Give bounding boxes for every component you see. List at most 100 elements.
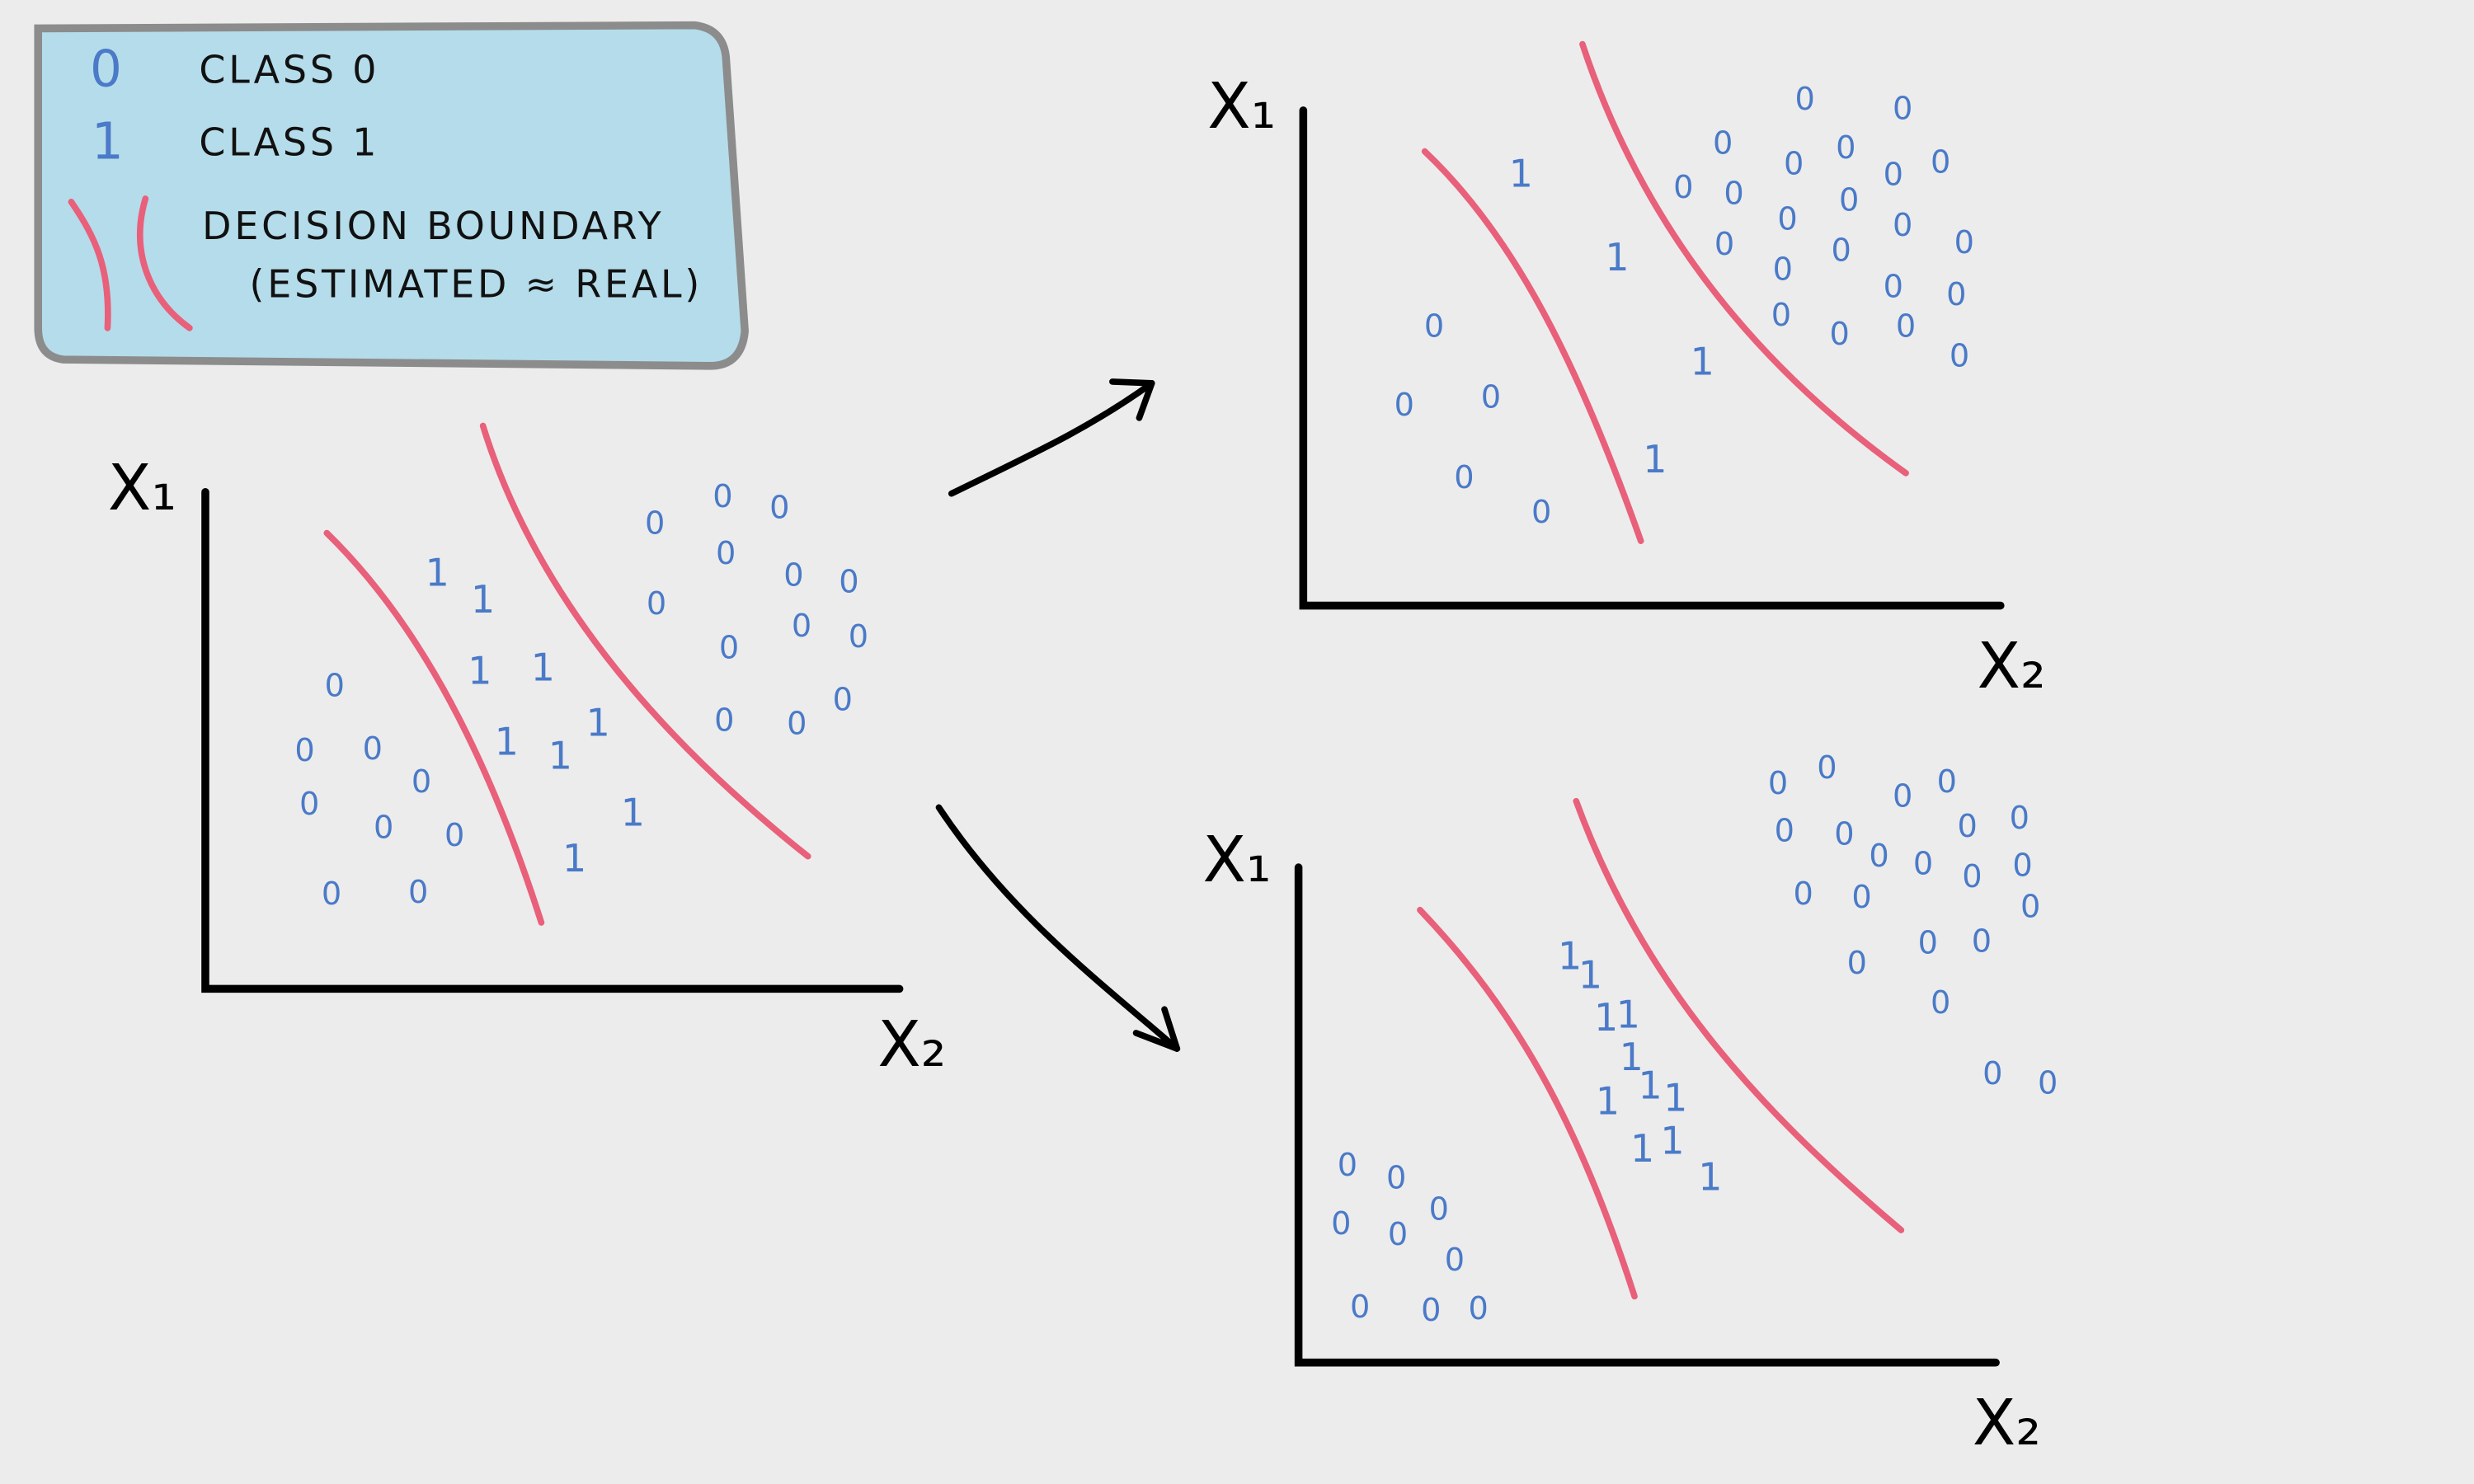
- y-axis-label: X₁: [1207, 70, 1276, 143]
- class-0-point: 0: [1714, 226, 1734, 263]
- class-0-point: 0: [1896, 308, 1916, 345]
- class-0-point: 0: [2012, 848, 2032, 885]
- class-1-point: 1: [1663, 1076, 1687, 1120]
- class-0-point: 0: [1794, 876, 1813, 913]
- legend-label: DECISION BOUNDARY: [202, 204, 664, 248]
- class-0-point: 0: [1724, 176, 1743, 213]
- class-1-point: 1: [1630, 1126, 1654, 1171]
- class-1-point: 1: [1558, 934, 1582, 979]
- class-0-point: 0: [1445, 1242, 1465, 1279]
- class-1-point: 1: [1691, 339, 1714, 383]
- class-0-point: 0: [1957, 808, 1977, 845]
- class-0-point: 0: [1946, 276, 1966, 313]
- class-0-point: 0: [792, 608, 811, 645]
- class-0-point: 0: [412, 763, 431, 801]
- class-0-point: 0: [1421, 1292, 1441, 1329]
- class-1-point: 1: [621, 790, 645, 834]
- y-axis-label: X₁: [1202, 824, 1271, 897]
- class-1-point: 1: [1698, 1154, 1722, 1199]
- class-0-point: 0: [839, 563, 858, 600]
- class-0-point: 0: [1950, 338, 1969, 375]
- class-0-point: 0: [1836, 129, 1856, 167]
- class-0-point: 0: [1962, 858, 1982, 895]
- class-1-point: 1: [1639, 1063, 1663, 1107]
- class-1-point: 1: [1620, 1035, 1644, 1079]
- class-0-point: 0: [1777, 200, 1797, 237]
- class-1-point: 1: [1643, 437, 1667, 481]
- class-0-point: 0: [714, 702, 734, 740]
- class-0-point: 0: [1673, 169, 1693, 206]
- class-0-point: 0: [647, 585, 666, 622]
- class-0-point: 0: [1954, 224, 1974, 261]
- class-0-point: 0: [1869, 838, 1888, 875]
- class-0-point: 0: [1913, 846, 1933, 883]
- class-0-point: 0: [294, 732, 314, 769]
- decision-boundary: [1417, 906, 1638, 1300]
- decision-boundary: [1579, 40, 1909, 477]
- class-1-point: 1: [471, 577, 495, 622]
- class-0-point: 0: [1884, 269, 1903, 306]
- class-0-point: 0: [833, 682, 853, 719]
- class-0-point: 0: [1775, 812, 1794, 849]
- class-0-point: 0: [1771, 297, 1791, 334]
- class-0-point: 0: [1931, 984, 1950, 1021]
- legend-symbol: 1: [92, 113, 124, 171]
- class-1-point: 1: [1594, 995, 1618, 1040]
- class-0-point: 0: [645, 505, 665, 542]
- class-0-point: 0: [1834, 815, 1854, 852]
- class-1-point: 1: [1660, 1118, 1684, 1162]
- axes: [201, 488, 904, 993]
- class-0-point: 0: [1884, 157, 1903, 194]
- class-0-point: 0: [1982, 1055, 2002, 1092]
- class-0-point: 0: [1713, 124, 1733, 162]
- class-0-point: 0: [2038, 1065, 2058, 1102]
- class-0-point: 0: [1388, 1216, 1408, 1253]
- class-0-point: 0: [719, 630, 739, 667]
- class-0-point: 0: [1395, 387, 1414, 424]
- class-0-point: 0: [2010, 800, 2030, 837]
- class-0-point: 0: [1893, 777, 1912, 815]
- decision-boundary: [1573, 797, 1905, 1233]
- x-axis-label: X₂: [877, 1008, 946, 1082]
- y-axis-label: X₁: [108, 452, 176, 525]
- class-0-point: 0: [1851, 879, 1871, 916]
- class-1-point: 1: [1596, 1079, 1620, 1124]
- axes: [1299, 106, 2005, 610]
- class-0-point: 0: [1338, 1147, 1357, 1184]
- legend-box: [34, 21, 749, 370]
- class-0-point: 0: [1831, 232, 1851, 270]
- legend-label: CLASS 1: [199, 120, 379, 164]
- class-0-point: 0: [325, 668, 345, 705]
- legend-symbol: 0: [90, 40, 122, 99]
- class-0-point: 0: [1331, 1205, 1351, 1242]
- arrows: [935, 378, 1181, 1052]
- class-0-point: 0: [444, 817, 464, 854]
- arrow-head: [1109, 378, 1155, 421]
- legend-note: (ESTIMATED ≈ REAL): [250, 262, 703, 307]
- legend: 0 CLASS 0 1 CLASS 1 DECISION BOUNDARY (E…: [34, 21, 749, 370]
- axes: [1294, 863, 2000, 1367]
- class-0-point: 0: [1893, 90, 1912, 127]
- decision-boundary: [1421, 148, 1644, 544]
- class-1-point: 1: [586, 700, 610, 744]
- class-0-point: 0: [1454, 459, 1474, 496]
- class-0-point: 0: [787, 705, 807, 742]
- class-0-point: 0: [1429, 1191, 1449, 1228]
- x-axis-label: X₂: [1978, 630, 2046, 703]
- class-1-point: 1: [562, 836, 586, 881]
- class-0-point: 0: [1768, 765, 1788, 802]
- class-1-point: 1: [1578, 952, 1602, 997]
- class-0-point: 0: [1773, 251, 1793, 289]
- class-0-point: 0: [849, 618, 868, 655]
- class-0-point: 0: [322, 876, 341, 913]
- arrow: [948, 379, 1155, 497]
- arrow: [935, 804, 1181, 1052]
- class-0-point: 0: [1531, 494, 1551, 531]
- class-0-point: 0: [1830, 316, 1850, 353]
- class-1-point: 1: [1605, 235, 1629, 279]
